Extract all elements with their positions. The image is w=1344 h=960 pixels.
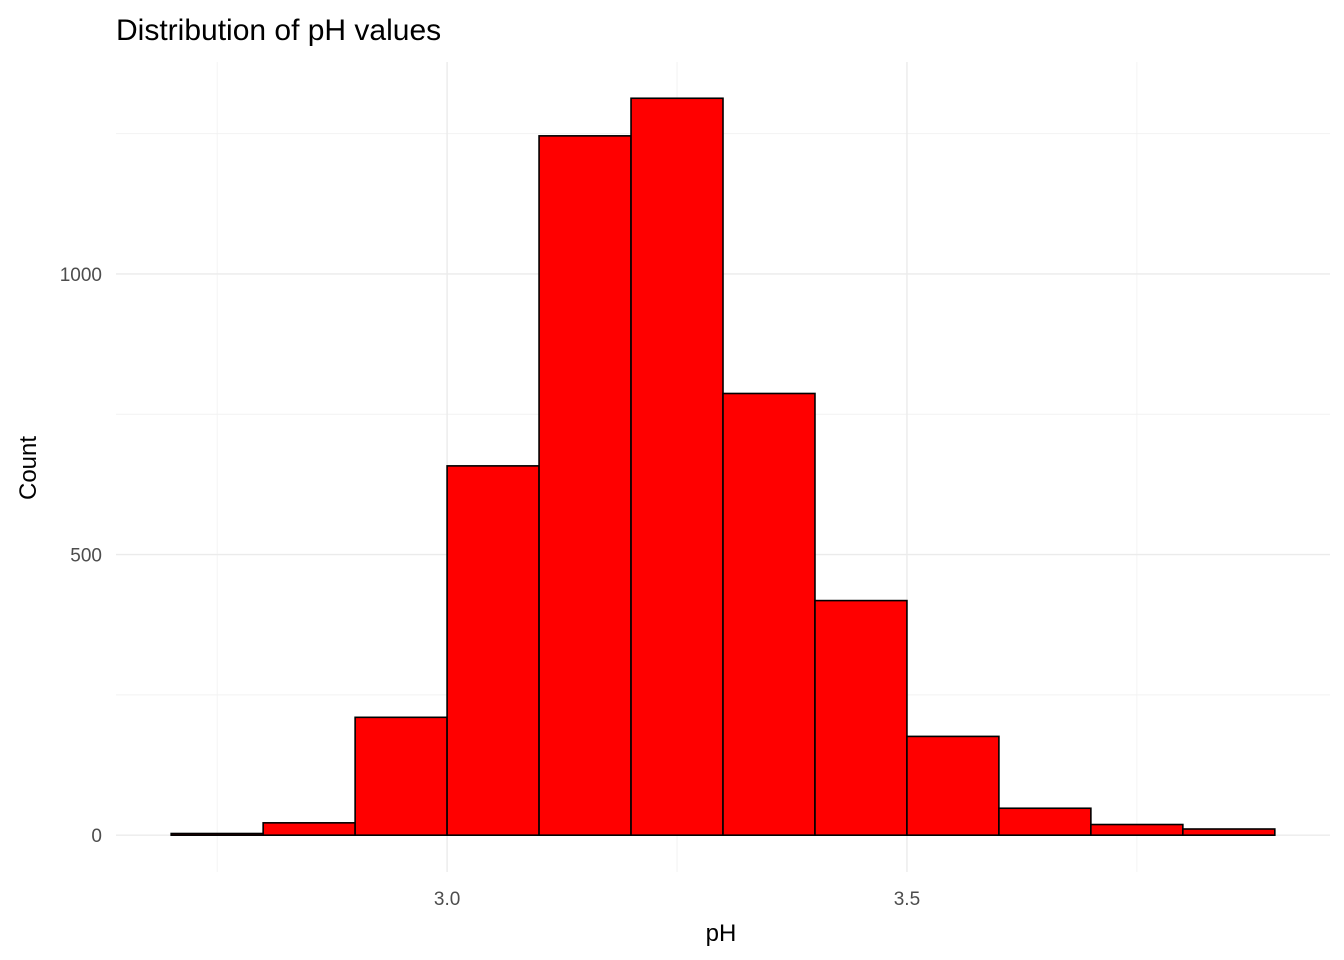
y-axis-ticks: 0 500 1000 [60, 265, 102, 847]
histogram-bar [906, 735, 1000, 836]
y-tick-label: 500 [70, 546, 102, 567]
histogram-bar [1182, 828, 1276, 836]
y-axis-title: Count [15, 436, 42, 500]
histogram-bar [722, 392, 816, 836]
x-axis-ticks: 3.0 3.5 [434, 889, 920, 910]
x-tick-label: 3.0 [434, 889, 460, 910]
histogram-bar [354, 716, 448, 836]
histogram-bar [998, 807, 1092, 836]
y-tick-label: 0 [91, 826, 102, 847]
histogram-bar [170, 832, 264, 836]
histogram-bar [814, 599, 908, 836]
histogram-bar [262, 822, 356, 836]
x-tick-label: 3.5 [894, 889, 920, 910]
histogram-bar [1090, 823, 1184, 836]
bar-layer [170, 97, 1276, 836]
histogram-bar [446, 465, 540, 836]
histogram-bar [538, 135, 632, 836]
histogram-bar [630, 97, 724, 836]
y-tick-label: 1000 [60, 265, 102, 286]
chart-title: Distribution of pH values [116, 14, 441, 47]
x-axis-title: pH [706, 920, 737, 947]
